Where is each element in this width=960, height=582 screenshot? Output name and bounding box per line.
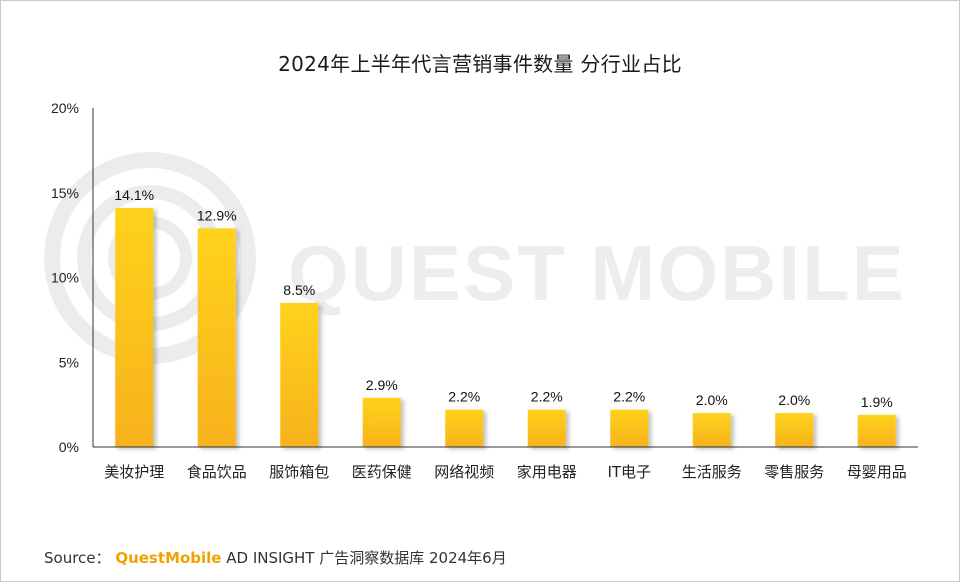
x-tick-label: 生活服务 bbox=[682, 463, 742, 481]
bar-value-label: 2.0% bbox=[778, 392, 810, 408]
chart-title: 2024年上半年代言营销事件数量 分行业占比 bbox=[278, 52, 682, 76]
x-tick-label: 零售服务 bbox=[764, 463, 824, 481]
bar bbox=[362, 397, 401, 447]
y-tick-label: 5% bbox=[59, 354, 79, 370]
y-tick-label: 10% bbox=[51, 270, 79, 286]
bar bbox=[197, 228, 236, 447]
x-tick-label: 美妆护理 bbox=[104, 463, 164, 481]
bar bbox=[527, 409, 566, 447]
value-labels-group: 14.1% 12.9% 8.5% 2.9% 2.2% 2.2% 2.2% 2.0% 2.0% 1.… bbox=[114, 187, 892, 410]
y-axis-ticks: 0% 5% 10% 15% 20% bbox=[51, 100, 79, 455]
x-tick-label: 食品饮品 bbox=[187, 463, 247, 481]
bar bbox=[445, 409, 484, 447]
bar-value-label: 12.9% bbox=[197, 207, 237, 223]
y-tick-label: 0% bbox=[59, 439, 79, 455]
bar bbox=[115, 208, 154, 447]
bar-value-label: 2.2% bbox=[448, 389, 480, 405]
bar-value-label: 2.2% bbox=[613, 389, 645, 405]
bar bbox=[692, 413, 731, 447]
bar-value-label: 1.9% bbox=[861, 394, 893, 410]
source-prefix: Source： bbox=[44, 549, 111, 567]
bar bbox=[857, 414, 896, 447]
source-note: Source： QuestMobile AD INSIGHT 广告洞察数据库 2… bbox=[44, 547, 507, 568]
bar-value-label: 2.2% bbox=[531, 389, 563, 405]
x-tick-label: 医药保健 bbox=[352, 463, 412, 481]
x-axis-labels-group: 美妆护理 食品饮品 服饰箱包 医药保健 网络视频 家用电器 IT电子 生活服务 零售服务 母婴用品 bbox=[104, 463, 907, 481]
bar bbox=[610, 409, 649, 447]
x-tick-label: IT电子 bbox=[607, 463, 651, 481]
bar bbox=[280, 302, 319, 447]
y-tick-label: 15% bbox=[51, 185, 79, 201]
bar-value-label: 14.1% bbox=[114, 187, 154, 203]
x-tick-label: 网络视频 bbox=[434, 463, 494, 481]
y-tick-label: 20% bbox=[51, 100, 79, 116]
bar-value-label: 2.0% bbox=[696, 392, 728, 408]
source-rest: AD INSIGHT 广告洞察数据库 2024年6月 bbox=[226, 549, 507, 567]
x-tick-label: 母婴用品 bbox=[847, 463, 907, 481]
bar-value-label: 8.5% bbox=[283, 282, 315, 298]
x-tick-label: 家用电器 bbox=[517, 463, 577, 481]
bar-value-label: 2.9% bbox=[366, 377, 398, 393]
bar bbox=[775, 413, 814, 447]
x-tick-label: 服饰箱包 bbox=[269, 463, 329, 481]
bars-group bbox=[115, 208, 896, 447]
source-brand: QuestMobile bbox=[115, 549, 222, 567]
